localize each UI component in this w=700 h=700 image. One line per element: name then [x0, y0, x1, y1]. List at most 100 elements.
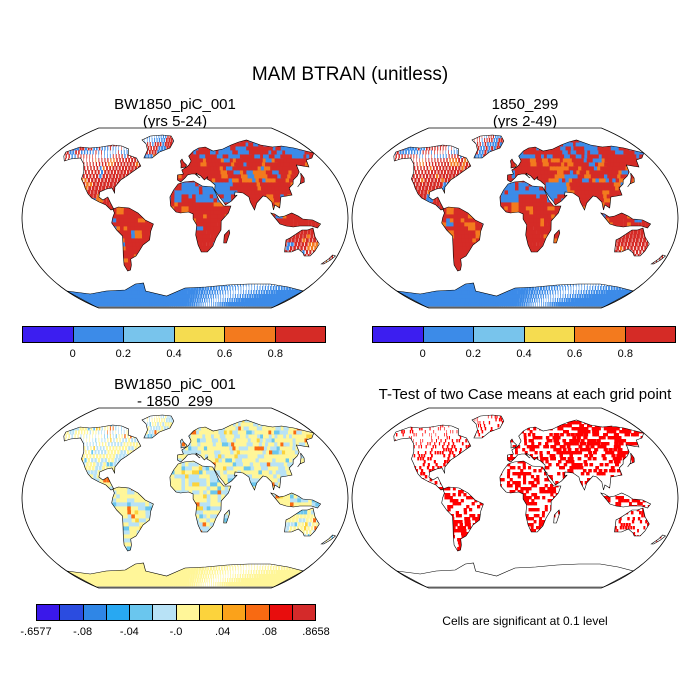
grid-cell: [185, 166, 189, 171]
grid-cell: [254, 166, 260, 171]
grid-cell: [585, 290, 588, 295]
grid-cell: [605, 286, 608, 291]
grid-cell: [469, 290, 475, 295]
grid-cell: [593, 290, 596, 295]
grid-cell: [569, 294, 571, 299]
grid-cell: [294, 170, 301, 175]
grid-cell: [91, 170, 94, 175]
grid-cell: [465, 282, 471, 287]
grid-cell: [225, 178, 230, 183]
grid-cell: [274, 174, 280, 179]
grid-cell: [201, 290, 204, 295]
grid-cell: [206, 202, 211, 207]
grid-cell: [181, 182, 186, 187]
grid-cell: [137, 214, 142, 219]
grid-cell: [217, 170, 222, 175]
grid-cell: [206, 210, 211, 215]
grid-cell: [252, 170, 258, 175]
grid-cell: [529, 298, 531, 303]
grid-cell: [145, 234, 150, 239]
grid-cell: [199, 206, 204, 211]
grid-cell: [198, 150, 203, 155]
grid-cell: [195, 238, 200, 243]
grid-cell: [225, 182, 231, 187]
grid-cell: [224, 146, 230, 151]
grid-cell: [191, 302, 194, 307]
grid-cell: [221, 286, 223, 291]
grid-cell: [202, 238, 207, 243]
grid-cell: [170, 298, 175, 303]
grid-cell: [304, 218, 309, 223]
grid-cell: [572, 298, 575, 303]
grid-cell: [229, 186, 235, 191]
grid-cell: [181, 198, 186, 203]
grid-cell: [162, 135, 164, 139]
grid-cell: [114, 162, 116, 167]
grid-cell: [151, 138, 153, 143]
grid-cell: [233, 298, 236, 303]
grid-cell: [121, 166, 125, 171]
grid-cell: [130, 226, 135, 231]
grid-cell: [237, 162, 243, 167]
figure-title: MAM BTRAN (unitless): [251, 64, 449, 85]
grid-cell: [520, 294, 523, 299]
grid-cell: [202, 190, 207, 195]
grid-cell: [273, 194, 278, 199]
grid-cell: [224, 290, 226, 295]
grid-cell: [530, 294, 533, 299]
grid-cell: [230, 294, 231, 299]
grid-cell: [127, 210, 132, 215]
grid-cell: [106, 166, 108, 171]
grid-cell: [612, 294, 617, 299]
grid-cell: [230, 194, 236, 199]
grid-cell: [525, 294, 528, 299]
grid-cell: [89, 174, 92, 179]
grid-cell: [192, 198, 197, 203]
grid-cell: [268, 290, 271, 295]
grid-cell: [300, 218, 305, 223]
grid-cell: [282, 166, 289, 171]
grid-cell: [127, 222, 132, 227]
grid-cell: [211, 178, 216, 183]
grid-cell: [196, 302, 198, 307]
grid-cell: [305, 250, 309, 255]
grid-cell: [248, 286, 250, 291]
grid-cell: [542, 286, 545, 291]
grid-cell: [289, 246, 293, 251]
grid-cell: [259, 286, 261, 291]
grid-cell: [538, 298, 540, 303]
grid-cell: [210, 214, 215, 219]
coastline-africa: [169, 180, 232, 253]
grid-cell: [112, 146, 114, 151]
grid-cell: [191, 162, 195, 167]
grid-cell: [214, 174, 219, 179]
grid-cell: [111, 162, 113, 167]
grid-cell: [532, 302, 534, 307]
grid-cell: [154, 142, 157, 147]
coastline-antarctica: [66, 282, 305, 308]
grid-cell: [272, 170, 278, 175]
grid-cell: [130, 222, 135, 227]
coastline-newzealand: [320, 254, 337, 265]
grid-cell: [195, 190, 200, 195]
grid-cell: [509, 290, 513, 295]
grid-cell: [120, 226, 125, 231]
grid-cell: [221, 162, 227, 167]
grid-cell: [253, 290, 255, 295]
grid-cell: [188, 206, 193, 211]
grid-cell: [289, 166, 296, 171]
grid-cell: [213, 194, 218, 199]
grid-cell: [278, 178, 285, 183]
grid-cell: [565, 298, 568, 303]
grid-cell: [557, 294, 559, 299]
grid-cell: [239, 170, 245, 175]
grid-cell: [123, 170, 126, 175]
grid-cell: [265, 190, 271, 195]
grid-cell: [145, 230, 150, 235]
grid-cell: [65, 154, 67, 159]
grid-cell: [206, 298, 208, 303]
grid-cell: [211, 302, 212, 307]
grid-cell: [141, 222, 146, 227]
grid-cell: [193, 286, 196, 291]
grid-cell: [275, 218, 280, 223]
